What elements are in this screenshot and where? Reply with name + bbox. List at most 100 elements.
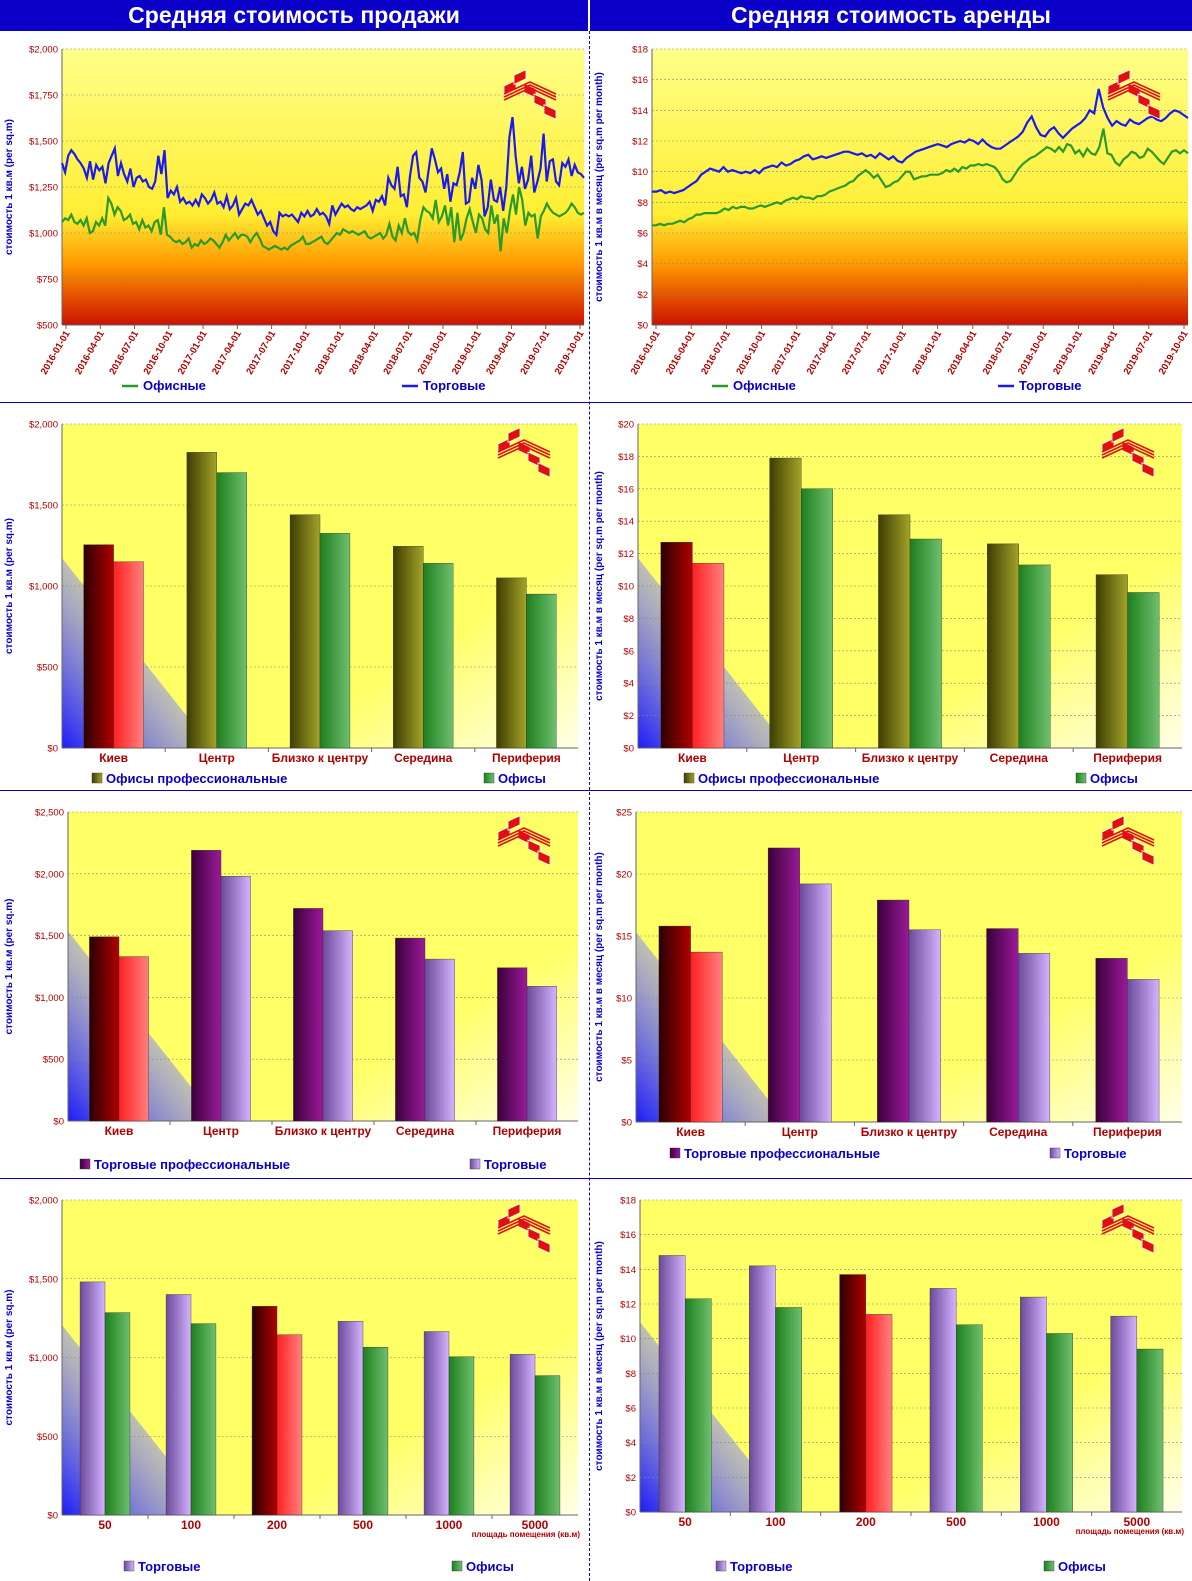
company-logo <box>1101 427 1155 478</box>
y-axis-title: стоимость 1 кв.м в месяц (per sq.m per m… <box>594 471 605 701</box>
y-tick-label: $0 <box>47 744 58 755</box>
x-category-label: Киев <box>678 751 707 765</box>
legend-label: Торговые <box>1019 378 1082 393</box>
y-tick-label: $12 <box>618 549 634 560</box>
x-tick-label: 2019-10-01 <box>1157 328 1191 376</box>
x-category-label: 5000 <box>522 1518 549 1532</box>
x-category-label: 500 <box>946 1515 966 1529</box>
x-category-label: Киев <box>105 1124 134 1138</box>
x-tick-label: 2019-01-01 <box>1051 328 1085 376</box>
bar-a <box>878 514 911 749</box>
y-tick-label: $20 <box>616 870 632 881</box>
x-tick-label: 2017-07-01 <box>244 328 278 376</box>
x-category-label: Периферия <box>1093 1125 1162 1139</box>
y-tick-label: $12 <box>620 1300 636 1311</box>
legend-label: Торговые <box>1064 1146 1127 1161</box>
row-divider <box>0 1178 1192 1179</box>
company-logo <box>503 69 557 120</box>
x-category-label: Близко к центру <box>272 751 369 765</box>
legend-label: Офисы профессиональные <box>106 771 287 786</box>
bar-a <box>658 925 691 1123</box>
x-tick-label: 2017-01-01 <box>176 328 210 376</box>
x-tick-label: 2017-04-01 <box>210 328 244 376</box>
sale-header: Средняя стоимость продажи <box>0 0 588 31</box>
y-tick-label: $1,250 <box>29 183 58 194</box>
y-tick-label: $6 <box>623 646 634 657</box>
company-logo <box>1101 1203 1155 1254</box>
x-category-label: Середина <box>990 751 1049 765</box>
x-category-label: Близко к центру <box>861 1125 958 1139</box>
y-tick-label: $18 <box>620 1196 636 1207</box>
y-tick-label: $4 <box>637 259 648 270</box>
x-category-label: Периферия <box>493 1124 562 1138</box>
legend-label: Офисы <box>1058 1559 1106 1574</box>
bar-a <box>79 1281 106 1516</box>
y-tick-label: $14 <box>620 1265 636 1276</box>
y-tick-label: $2 <box>637 290 648 301</box>
bar-a <box>89 936 120 1122</box>
bar-a <box>1110 1315 1138 1513</box>
y-tick-label: $18 <box>618 452 634 463</box>
y-axis-title: стоимость 1 кв.м (per sq.m) <box>4 899 15 1035</box>
bar-a <box>1095 958 1128 1123</box>
bar-a <box>251 1306 278 1516</box>
bar-b <box>190 1323 217 1516</box>
x-category-label: 50 <box>98 1518 112 1532</box>
legend-label: Торговые <box>484 1157 547 1172</box>
legend-swatch <box>1043 1560 1055 1572</box>
company-logo <box>497 427 551 478</box>
bar-a <box>289 514 321 749</box>
bar-b <box>775 1307 802 1513</box>
bar-a <box>165 1294 192 1516</box>
x-tick-label: 2018-04-01 <box>946 328 980 376</box>
x-category-label: 5000 <box>1123 1515 1150 1529</box>
y-tick-label: $2 <box>623 711 634 722</box>
sale-timeseries-chart: $500 $750 $1,000 $1,250 $1,500 $1,750 $2,000 ст… <box>0 32 588 402</box>
legend-swatch <box>91 772 103 784</box>
company-logo <box>497 815 551 866</box>
y-tick-label: $1,500 <box>35 931 64 942</box>
y-tick-label: $0 <box>53 1117 64 1128</box>
bar-b <box>799 883 832 1123</box>
legend-swatch <box>1049 1147 1061 1159</box>
bar-a <box>337 1321 364 1516</box>
bar-b <box>526 986 557 1122</box>
x-tick-label: 2017-10-01 <box>875 328 909 376</box>
bar-b <box>276 1334 303 1516</box>
bar-a <box>987 543 1019 749</box>
x-tick-label: 2016-10-01 <box>734 328 768 376</box>
y-tick-label: $500 <box>43 1055 64 1066</box>
y-axis-title: стоимость 1 кв.м в месяц (per sq.m per m… <box>594 72 605 302</box>
legend-label: Офисы <box>466 1559 514 1574</box>
y-tick-label: $20 <box>618 420 634 431</box>
x-category-label: Середина <box>394 751 453 765</box>
x-tick-label: 2019-10-01 <box>553 328 587 376</box>
y-axis-title: стоимость 1 кв.м (per sq.m) <box>4 1290 15 1426</box>
x-category-label: Центр <box>199 751 235 765</box>
bar-b <box>684 1298 712 1513</box>
bar-a <box>497 967 528 1122</box>
rent-header: Средняя стоимость аренды <box>590 0 1192 31</box>
x-category-label: Близко к центру <box>275 1124 372 1138</box>
x-tick-label: 2019-01-01 <box>450 328 484 376</box>
x-category-label: 1000 <box>436 1518 463 1532</box>
company-logo <box>497 1203 551 1254</box>
rent-retail-chart: $0 $5 $10 $15 $20 $25 стоимость 1 кв.м в месяц… <box>590 792 1192 1178</box>
bar-b <box>423 563 454 749</box>
legend-swatch <box>1075 772 1087 784</box>
x-tick-label: 2018-07-01 <box>381 328 415 376</box>
x-category-label: Киев <box>99 751 128 765</box>
x-tick-label: 2019-04-01 <box>1086 328 1120 376</box>
x-tick-label: 2016-04-01 <box>73 328 107 376</box>
legend-label: Торговые профессиональные <box>684 1146 880 1161</box>
bar-a <box>393 546 424 749</box>
y-tick-label: $14 <box>618 517 634 528</box>
bar-b <box>1018 564 1051 749</box>
y-tick-label: $500 <box>37 1432 58 1443</box>
legend-label: Торговые <box>138 1559 201 1574</box>
y-tick-label: $8 <box>623 614 634 625</box>
bar-a <box>986 928 1019 1123</box>
bar-b <box>955 1324 983 1513</box>
y-tick-label: $2,000 <box>29 1196 58 1207</box>
x-tick-label: 2016-07-01 <box>107 328 141 376</box>
